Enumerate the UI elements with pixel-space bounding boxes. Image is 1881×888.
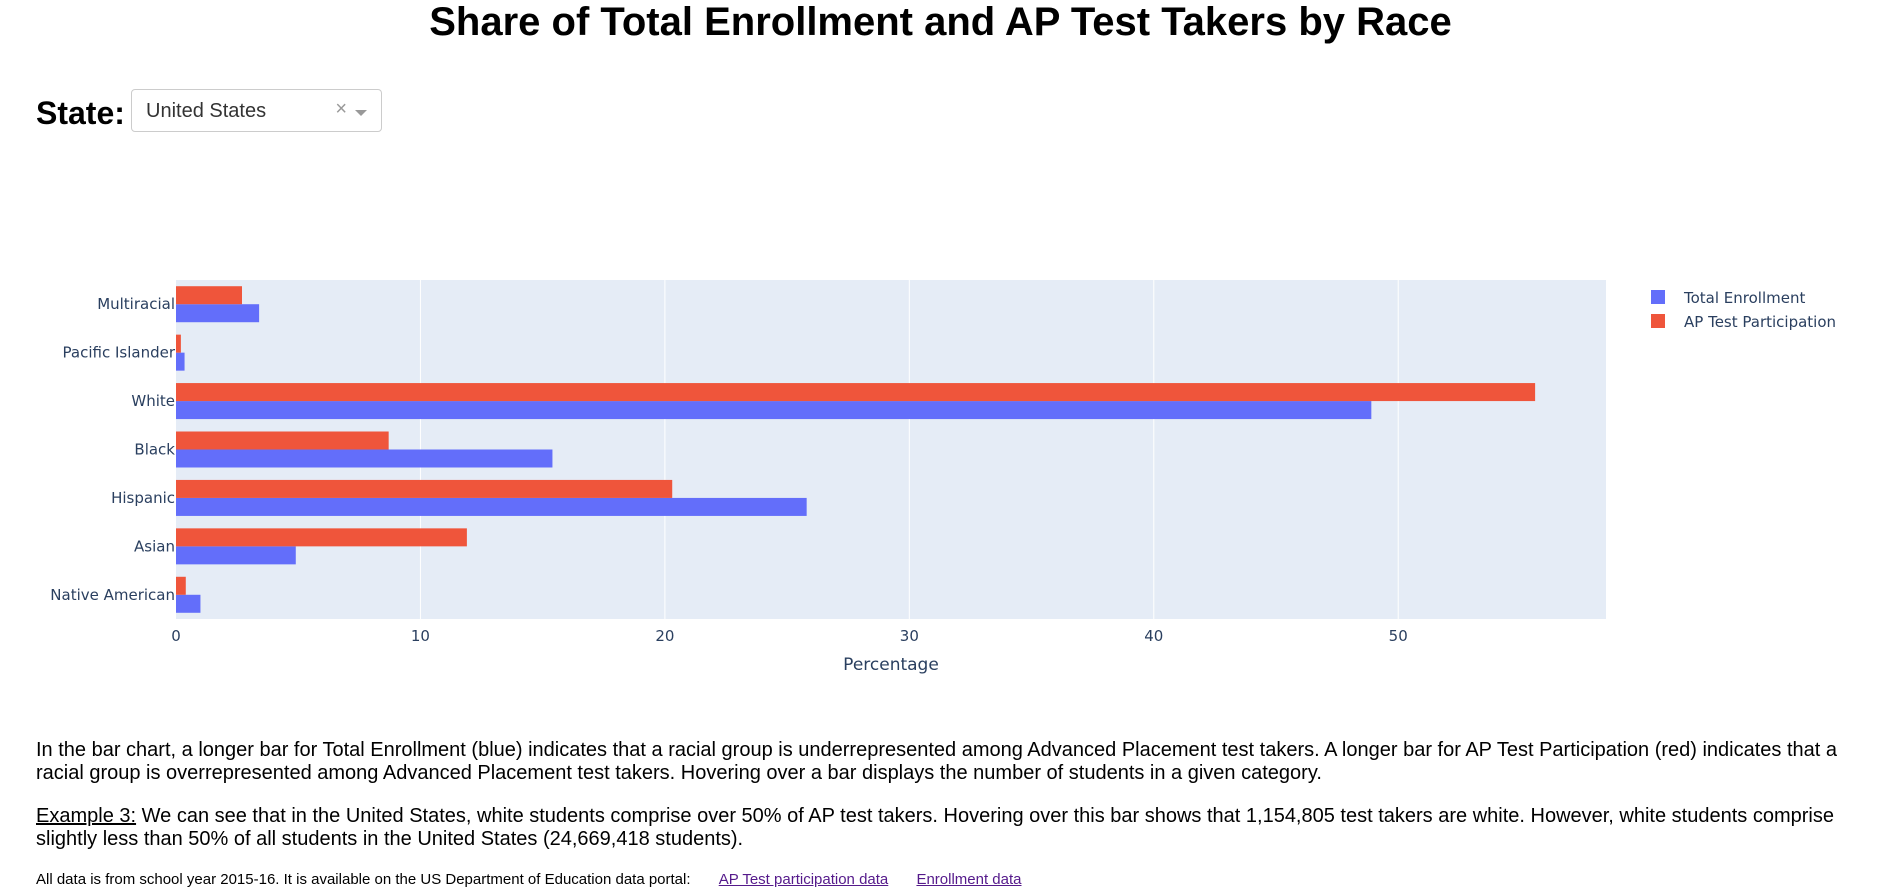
x-axis-title: Percentage: [843, 655, 939, 675]
y-tick-label-white: White: [131, 392, 175, 410]
footer: All data is from school year 2015-16. It…: [36, 872, 1022, 887]
x-tick-label: 50: [1389, 627, 1408, 645]
example-body: We can see that in the United States, wh…: [36, 805, 1834, 850]
state-label: State:: [36, 95, 125, 131]
enrollment-data-link[interactable]: Enrollment data: [916, 871, 1022, 888]
chevron-down-icon[interactable]: [355, 110, 367, 116]
legend: Total Enrollment AP Test Participation: [1651, 289, 1836, 331]
example-label: Example 3:: [36, 805, 137, 827]
bar-total-enrollment-asian[interactable]: [176, 546, 296, 565]
example-paragraph: Example 3: We can see that in the United…: [36, 805, 1856, 851]
bar-ap-participation-pacific-islander[interactable]: [176, 334, 181, 353]
bar-total-enrollment-native-american[interactable]: [176, 594, 201, 613]
footer-text: All data is from school year 2015-16. It…: [36, 871, 691, 888]
y-tick-label-multiracial: Multiracial: [97, 295, 175, 313]
state-dropdown[interactable]: United States ×: [131, 89, 382, 132]
state-dropdown-value: United States: [146, 100, 267, 122]
bar-ap-participation-multiracial[interactable]: [176, 286, 242, 305]
legend-label-ap-participation[interactable]: AP Test Participation: [1684, 313, 1836, 331]
x-axis-ticks: 0 10 20 30 40 50: [171, 627, 1408, 645]
bar-total-enrollment-white[interactable]: [176, 401, 1372, 420]
bar-ap-participation-asian[interactable]: [176, 528, 467, 547]
clear-icon[interactable]: ×: [335, 98, 347, 120]
x-tick-label: 20: [655, 627, 674, 645]
y-tick-label-black: Black: [134, 441, 175, 459]
y-axis-ticks: Native American Asian Hispanic Black White Pa…: [50, 295, 176, 604]
legend-swatch-total-enrollment[interactable]: [1651, 290, 1665, 304]
x-tick-label: 40: [1144, 627, 1163, 645]
bars: [176, 286, 1536, 613]
x-tick-label: 0: [171, 627, 181, 645]
bar-total-enrollment-hispanic[interactable]: [176, 497, 807, 516]
gridlines: [419, 280, 1399, 619]
bar-total-enrollment-black[interactable]: [176, 449, 553, 468]
legend-label-total-enrollment[interactable]: Total Enrollment: [1683, 289, 1805, 307]
bar-ap-participation-hispanic[interactable]: [176, 479, 673, 498]
bar-chart: Native American Asian Hispanic Black White Pa…: [50, 280, 1836, 675]
bar-ap-participation-white[interactable]: [176, 383, 1536, 402]
y-tick-label-hispanic: Hispanic: [111, 489, 175, 507]
bar-total-enrollment-pacific-islander[interactable]: [176, 352, 185, 371]
x-tick-label: 10: [411, 627, 430, 645]
explanation-text: In the bar chart, a longer bar for Total…: [36, 739, 1838, 784]
page-title: Share of Total Enrollment and AP Test Ta…: [429, 0, 1452, 44]
bar-ap-participation-black[interactable]: [176, 431, 389, 450]
bar-ap-participation-native-american[interactable]: [176, 576, 186, 595]
ap-data-link[interactable]: AP Test participation data: [718, 871, 889, 888]
y-tick-label-native-american: Native American: [50, 586, 175, 604]
y-tick-label-pacific-islander: Pacific Islander: [63, 344, 176, 362]
bar-total-enrollment-multiracial[interactable]: [176, 304, 260, 323]
x-tick-label: 30: [900, 627, 919, 645]
y-tick-label-asian: Asian: [134, 537, 175, 555]
legend-swatch-ap-participation[interactable]: [1651, 314, 1665, 328]
